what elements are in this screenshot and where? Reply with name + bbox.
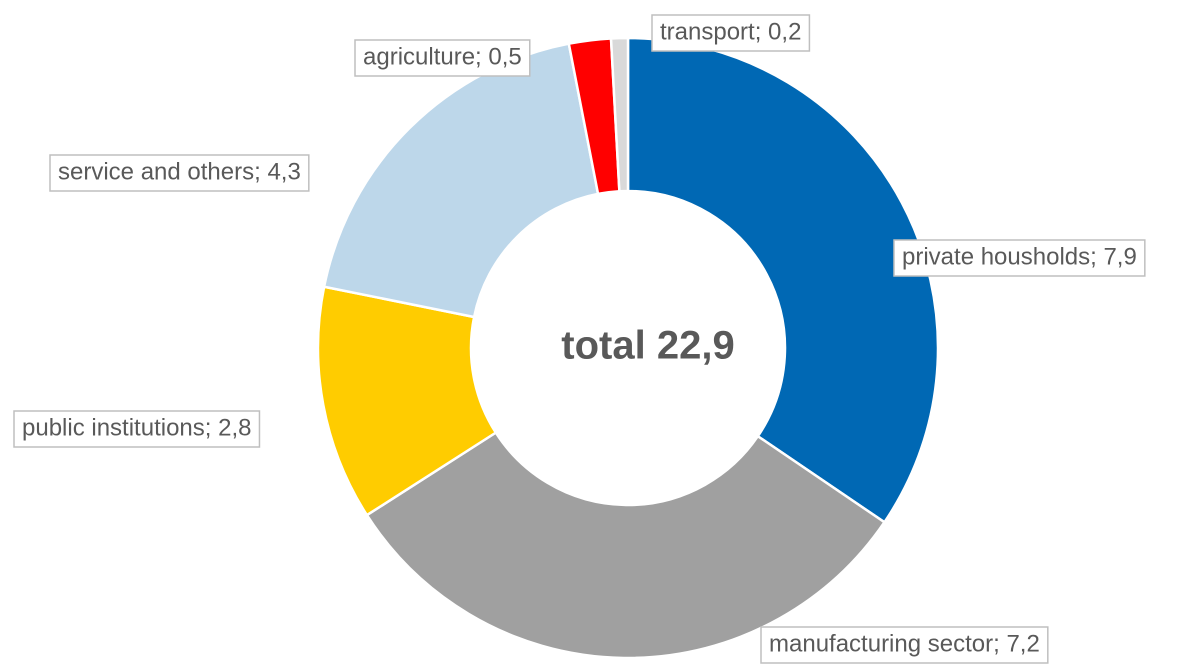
wedge [626,36,940,524]
wedge [365,430,887,660]
label-box [13,410,261,448]
label-box [354,39,531,77]
label-box [893,239,1146,277]
label-box [760,626,1049,664]
data-label: manufacturing sector; 7,2 [769,630,1040,657]
data-label: agriculture; 0,5 [363,43,522,70]
label-box [651,14,811,52]
center-label: total 22,9 [561,324,734,368]
label-box [49,154,310,192]
wedge [322,42,600,319]
wedge [316,285,498,517]
data-label: transport; 0,2 [660,18,801,45]
data-label: public institutions; 2,8 [22,414,251,441]
data-label: private housholds; 7,9 [902,243,1137,270]
data-label: service and others; 4,3 [58,158,301,185]
wedge [609,36,630,193]
